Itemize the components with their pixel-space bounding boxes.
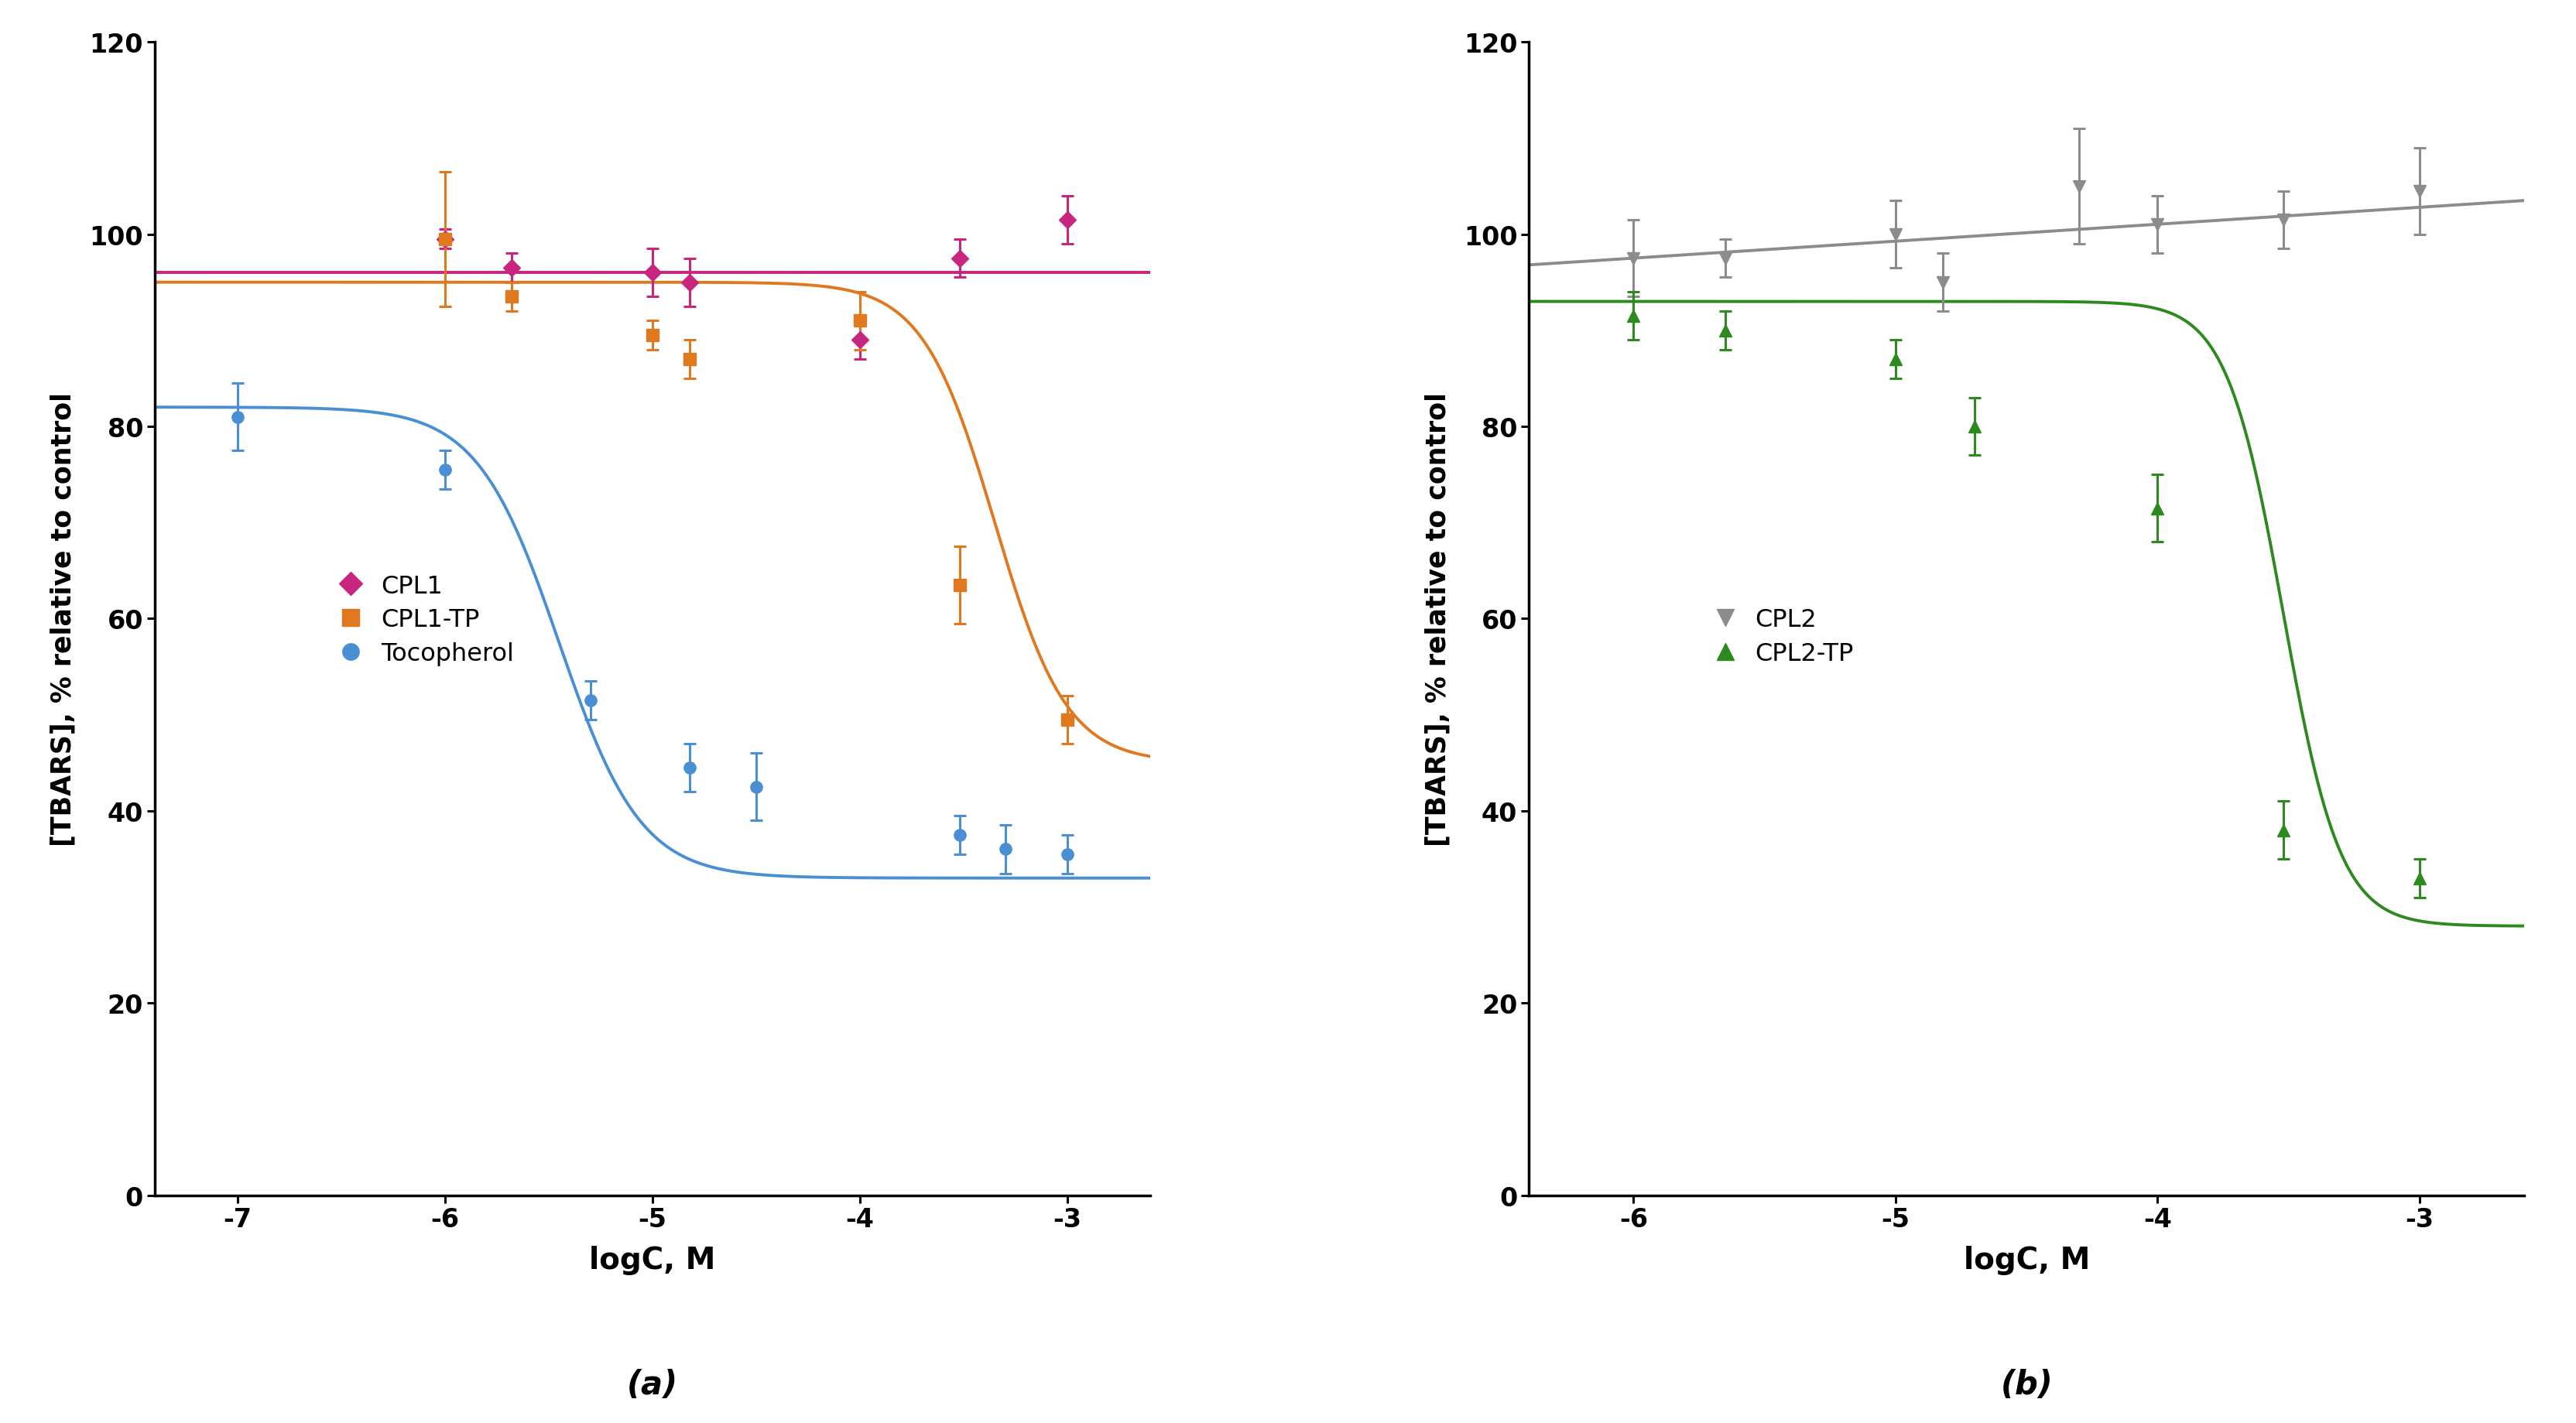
X-axis label: logC, M: logC, M [590, 1245, 716, 1275]
CPL1-TP [675, 351, 706, 369]
Y-axis label: [TBARS], % relative to control: [TBARS], % relative to control [49, 391, 77, 847]
CPL2-TP [1618, 307, 1649, 324]
Legend: CPL2, CPL2-TP: CPL2, CPL2-TP [1700, 598, 1862, 676]
CPL2 [1618, 250, 1649, 268]
Line: Tocopherol: Tocopherol [232, 411, 1074, 861]
Tocopherol [742, 778, 773, 795]
Tocopherol [675, 760, 706, 777]
CPL1 [497, 260, 528, 277]
CPL1 [636, 265, 667, 282]
CPL2 [2267, 212, 2298, 229]
CPL1 [943, 250, 974, 268]
CPL2-TP [2403, 869, 2434, 887]
CPL2 [1710, 250, 1741, 268]
CPL1-TP [430, 231, 461, 248]
Tocopherol [430, 461, 461, 478]
CPL2-TP [2267, 821, 2298, 838]
Tocopherol [574, 692, 605, 709]
CPL2-TP [1880, 351, 1911, 369]
Line: CPL2-TP: CPL2-TP [1628, 310, 2427, 884]
CPL1-TP [497, 289, 528, 306]
CPL2-TP [2143, 499, 2174, 517]
CPL2 [2063, 178, 2094, 195]
Line: CPL2: CPL2 [1628, 181, 2427, 289]
Y-axis label: [TBARS], % relative to control: [TBARS], % relative to control [1425, 391, 1450, 847]
CPL2-TP [1710, 322, 1741, 339]
Line: CPL1-TP: CPL1-TP [438, 233, 1074, 726]
CPL1-TP [943, 576, 974, 593]
CPL1 [845, 332, 876, 349]
CPL1 [430, 231, 461, 248]
CPL1-TP [636, 327, 667, 344]
CPL2 [2403, 184, 2434, 201]
Line: CPL1: CPL1 [438, 215, 1074, 346]
CPL1-TP [1051, 712, 1082, 729]
Legend: CPL1, CPL1-TP, Tocopherol: CPL1, CPL1-TP, Tocopherol [327, 565, 523, 676]
Tocopherol [943, 827, 974, 844]
X-axis label: logC, M: logC, M [1963, 1245, 2089, 1275]
Tocopherol [222, 408, 252, 425]
CPL2-TP [1958, 418, 1989, 435]
CPL2 [2143, 216, 2174, 233]
CPL1-TP [845, 313, 876, 330]
CPL2 [1927, 275, 1958, 292]
CPL1 [1051, 212, 1082, 229]
CPL1 [675, 275, 706, 292]
CPL2 [1880, 226, 1911, 243]
Text: (a): (a) [626, 1368, 677, 1400]
Tocopherol [1051, 845, 1082, 862]
Text: (b): (b) [2002, 1368, 2053, 1400]
Tocopherol [989, 841, 1020, 858]
